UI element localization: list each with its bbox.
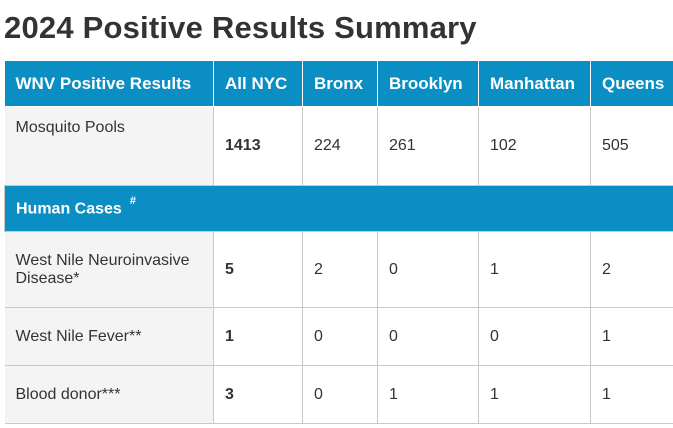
- table-row-mosquito-pools: Mosquito Pools 1413 224 261 102 505: [4, 106, 673, 186]
- row-label: West Nile Neuroinvasive Disease*: [4, 231, 214, 308]
- cell-manhattan: 102: [478, 106, 591, 186]
- cell-brooklyn: 1: [377, 365, 479, 424]
- column-header-manhattan: Manhattan: [478, 61, 591, 107]
- page-title: 2024 Positive Results Summary: [4, 10, 477, 45]
- column-header-bronx: Bronx: [302, 61, 378, 107]
- cell-all-nyc: 1413: [213, 106, 303, 186]
- table-row-west-nile-fever: West Nile Fever** 1 0 0 0 1: [4, 307, 673, 366]
- row-label: West Nile Fever**: [4, 307, 214, 366]
- column-header-brooklyn: Brooklyn: [377, 61, 479, 107]
- table-row-neuroinvasive: West Nile Neuroinvasive Disease* 5 2 0 1…: [4, 231, 673, 308]
- cell-brooklyn: 261: [377, 106, 479, 186]
- footnote-marker: #: [129, 195, 136, 208]
- cell-all-nyc: 5: [213, 231, 303, 308]
- cell-queens: 2: [590, 231, 673, 308]
- header-row: WNV Positive Results All NYC Bronx Brook…: [4, 61, 673, 107]
- results-table: WNV Positive Results All NYC Bronx Brook…: [4, 61, 673, 424]
- column-header-wnv: WNV Positive Results: [4, 61, 214, 107]
- cell-all-nyc: 3: [213, 365, 303, 424]
- section-title: Human Cases: [16, 200, 122, 218]
- cell-all-nyc: 1: [213, 307, 303, 366]
- row-label: Blood donor***: [4, 365, 214, 424]
- cell-queens: 1: [590, 365, 673, 424]
- cell-manhattan: 0: [478, 307, 591, 366]
- cell-manhattan: 1: [478, 365, 591, 424]
- column-header-queens: Queens: [590, 61, 673, 107]
- cell-manhattan: 1: [478, 231, 591, 308]
- cell-queens: 1: [590, 307, 673, 366]
- cell-bronx: 0: [302, 365, 378, 424]
- cell-queens: 505: [590, 106, 673, 186]
- cell-brooklyn: 0: [377, 307, 479, 366]
- cell-bronx: 2: [302, 231, 378, 308]
- cell-brooklyn: 0: [377, 231, 479, 308]
- table-row-blood-donor: Blood donor*** 3 0 1 1 1: [4, 365, 673, 424]
- section-header-human-cases: Human Cases #: [4, 185, 673, 232]
- column-header-all-nyc: All NYC: [213, 61, 303, 107]
- cell-bronx: 224: [302, 106, 378, 186]
- cell-bronx: 0: [302, 307, 378, 366]
- row-label: Mosquito Pools: [4, 106, 214, 186]
- section-header-cell: Human Cases #: [4, 185, 673, 232]
